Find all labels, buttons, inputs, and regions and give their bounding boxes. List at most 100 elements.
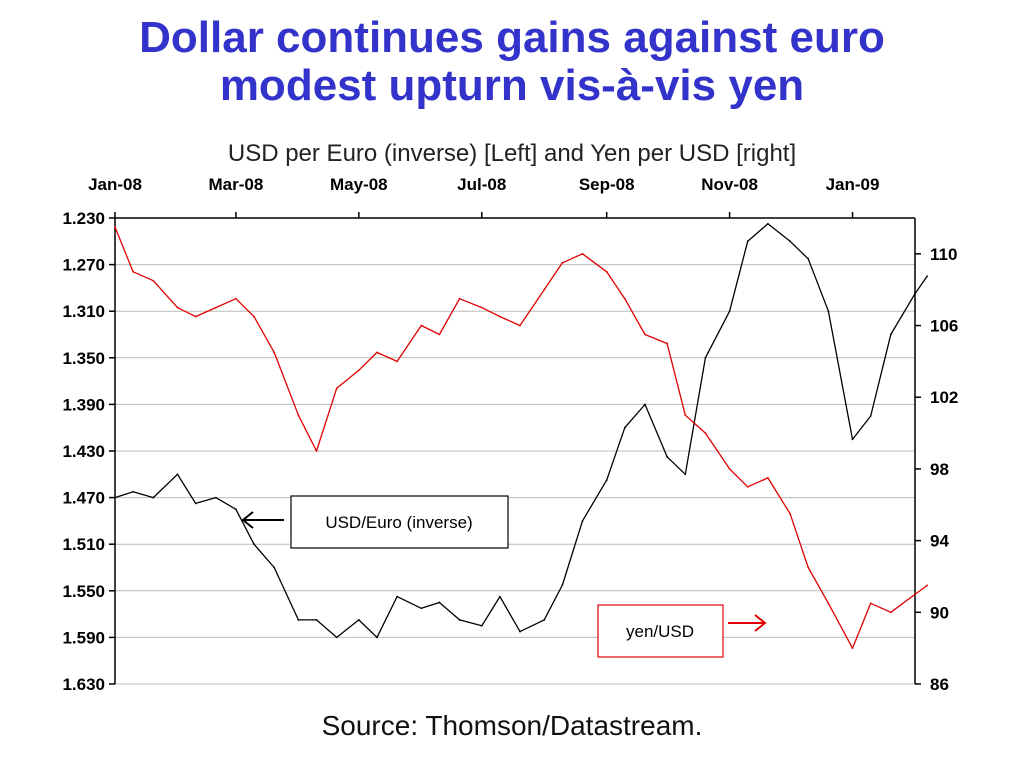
series-point-yen-usd xyxy=(623,297,626,300)
right-tick-label: 86 xyxy=(930,675,949,694)
series-point-yen-usd xyxy=(480,306,483,309)
series-point-yen-usd xyxy=(605,270,608,273)
series-point-usd-euro xyxy=(297,619,300,621)
series-point-usd-euro xyxy=(132,490,135,493)
series-point-yen-usd xyxy=(704,432,707,434)
series-point-usd-euro xyxy=(766,222,769,225)
series-point-yen-usd xyxy=(194,315,197,318)
series-point-usd-euro xyxy=(235,508,237,511)
series-point-usd-euro xyxy=(335,636,338,639)
series-point-yen-usd xyxy=(315,450,318,452)
series-point-usd-euro xyxy=(851,438,854,441)
series-point-usd-euro xyxy=(561,584,564,586)
series-point-yen-usd xyxy=(666,342,669,345)
right-tick-label: 90 xyxy=(930,603,949,622)
series-point-usd-euro xyxy=(605,479,608,482)
left-tick-label: 1.510 xyxy=(62,535,105,554)
series-point-yen-usd xyxy=(889,611,892,614)
x-tick-label: Sep-08 xyxy=(579,175,635,194)
title-line-1: Dollar continues gains against euro xyxy=(139,13,885,62)
series-point-usd-euro xyxy=(807,257,810,260)
series-point-usd-euro xyxy=(253,543,255,546)
series-line-yen-usd xyxy=(114,226,928,649)
x-tick-label: Jan-09 xyxy=(826,175,880,194)
series-point-usd-euro xyxy=(789,240,791,243)
right-tick-label: 98 xyxy=(930,460,949,479)
series-point-usd-euro xyxy=(543,619,546,621)
series-point-usd-euro xyxy=(684,473,687,476)
series-point-yen-usd xyxy=(851,647,854,650)
usd-euro-legend-box xyxy=(290,495,509,549)
series-point-yen-usd xyxy=(152,279,155,282)
series-point-yen-usd xyxy=(498,315,501,318)
series-point-usd-euro xyxy=(869,415,872,417)
series-point-usd-euro xyxy=(357,619,360,621)
series-point-usd-euro xyxy=(114,496,116,499)
series-point-yen-usd xyxy=(235,297,237,300)
yen-usd-arrow-head xyxy=(754,614,767,632)
series-point-yen-usd xyxy=(273,351,276,354)
yen-usd-legend-label: yen/USD xyxy=(626,622,694,641)
series-point-usd-euro xyxy=(315,619,318,621)
left-tick-label: 1.230 xyxy=(62,209,105,228)
left-tick-label: 1.470 xyxy=(62,489,105,508)
left-tick-label: 1.350 xyxy=(62,349,105,368)
x-tick-label: Mar-08 xyxy=(209,175,264,194)
series-point-usd-euro xyxy=(889,333,892,336)
series-point-usd-euro xyxy=(376,636,378,639)
x-tick-label: Nov-08 xyxy=(701,175,758,194)
series-point-usd-euro xyxy=(458,619,461,621)
series-line-usd-euro xyxy=(114,223,928,639)
series-point-usd-euro xyxy=(152,496,155,499)
title-line-2: modest upturn vis-à-vis yen xyxy=(219,61,805,110)
series-point-yen-usd xyxy=(869,602,872,605)
series-point-usd-euro xyxy=(396,595,399,598)
series-point-yen-usd xyxy=(458,297,461,300)
right-tick-label: 102 xyxy=(930,388,958,407)
left-tick-label: 1.270 xyxy=(62,256,105,275)
series-point-yen-usd xyxy=(438,333,441,336)
chart-title: Dollar continues gains against euro mode… xyxy=(0,14,1024,110)
series-point-usd-euro xyxy=(623,426,626,429)
series-point-usd-euro xyxy=(914,292,916,295)
series-point-yen-usd xyxy=(926,584,928,587)
series-point-usd-euro xyxy=(480,624,483,627)
series-point-yen-usd xyxy=(519,324,521,327)
series-point-yen-usd xyxy=(420,324,423,327)
series-point-yen-usd xyxy=(561,261,564,264)
series-point-usd-euro xyxy=(746,240,749,243)
series-point-yen-usd xyxy=(176,306,179,309)
series-point-usd-euro xyxy=(438,601,441,604)
usd-euro-arrow-head xyxy=(241,511,254,529)
right-tick-label: 110 xyxy=(930,245,957,264)
series-point-usd-euro xyxy=(827,310,830,313)
series-point-usd-euro xyxy=(704,356,707,359)
series-point-usd-euro xyxy=(214,496,217,499)
series-point-yen-usd xyxy=(297,414,300,417)
series-point-usd-euro xyxy=(420,607,423,610)
series-point-yen-usd xyxy=(357,369,360,372)
series-point-yen-usd xyxy=(214,306,217,309)
series-point-yen-usd xyxy=(114,226,116,228)
series-point-yen-usd xyxy=(253,315,255,318)
series-point-yen-usd xyxy=(396,360,399,363)
x-tick-label: Jan-08 xyxy=(88,175,142,194)
source-note: Source: Thomson/Datastream. xyxy=(321,710,703,741)
series-point-yen-usd xyxy=(543,288,546,291)
series-point-yen-usd xyxy=(644,333,646,336)
usd-euro-legend-label: USD/Euro (inverse) xyxy=(325,513,472,532)
series-point-yen-usd xyxy=(746,485,749,488)
series-point-usd-euro xyxy=(581,520,584,522)
series-point-usd-euro xyxy=(176,473,179,476)
x-tick-label: May-08 xyxy=(330,175,388,194)
series-point-yen-usd xyxy=(789,512,791,515)
left-tick-label: 1.430 xyxy=(62,442,105,461)
series-point-usd-euro xyxy=(498,595,501,598)
series-point-yen-usd xyxy=(132,270,135,273)
series-point-yen-usd xyxy=(581,252,584,255)
series-point-usd-euro xyxy=(519,630,521,633)
left-tick-label: 1.590 xyxy=(62,628,105,647)
left-tick-label: 1.550 xyxy=(62,582,105,601)
right-tick-label: 106 xyxy=(930,317,958,336)
